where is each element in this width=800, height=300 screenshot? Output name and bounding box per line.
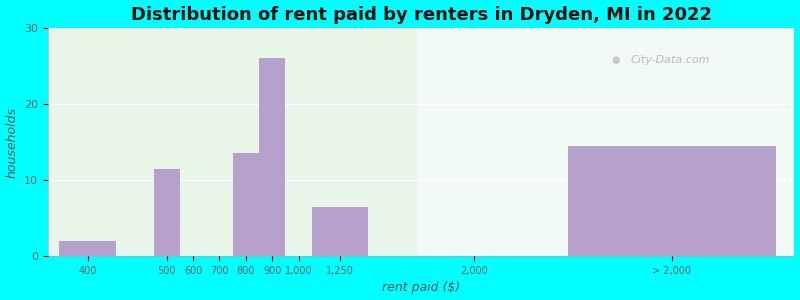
Bar xyxy=(568,146,775,256)
Text: ●: ● xyxy=(611,55,620,65)
Bar xyxy=(233,153,259,256)
Bar xyxy=(233,153,259,256)
Bar xyxy=(312,207,369,256)
Bar xyxy=(312,207,369,256)
Bar xyxy=(259,58,286,256)
Bar xyxy=(154,169,180,256)
Bar xyxy=(568,146,775,256)
Bar xyxy=(59,241,116,256)
Bar xyxy=(154,169,180,256)
Y-axis label: households: households xyxy=(6,106,18,178)
Bar xyxy=(59,241,116,256)
Text: City-Data.com: City-Data.com xyxy=(630,55,710,65)
Bar xyxy=(259,58,286,256)
Title: Distribution of rent paid by renters in Dryden, MI in 2022: Distribution of rent paid by renters in … xyxy=(130,6,712,24)
X-axis label: rent paid ($): rent paid ($) xyxy=(382,281,460,294)
